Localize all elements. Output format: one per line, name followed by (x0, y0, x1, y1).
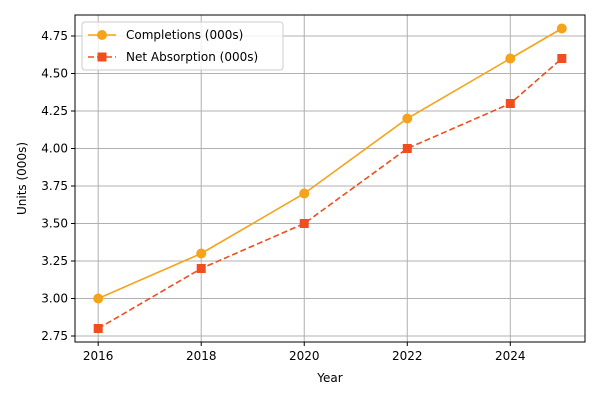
legend-marker (97, 52, 107, 62)
y-tick-label: 4.25 (41, 104, 68, 118)
legend-box (81, 21, 284, 71)
x-tick-label: 2016 (83, 349, 114, 363)
y-tick-label: 2.75 (41, 329, 68, 343)
data-point (505, 99, 515, 108)
legend-marker (97, 30, 107, 40)
grid (75, 15, 585, 342)
data-point (557, 54, 567, 63)
series-1 (93, 23, 567, 304)
data-point (196, 248, 207, 259)
legend-label: Net Absorption (000s) (126, 50, 258, 64)
x-tick-label: 2018 (186, 349, 217, 363)
data-point (196, 264, 206, 273)
data-point (505, 53, 516, 64)
y-tick-label: 4.00 (41, 142, 68, 156)
data-point (299, 188, 310, 199)
series-line (97, 27, 563, 300)
data-point (402, 144, 412, 153)
x-tick-label: 2024 (495, 349, 526, 363)
x-axis: 2016 2018 2020 2022 2024 (83, 342, 526, 363)
data-point (402, 113, 413, 124)
data-point (93, 293, 104, 304)
x-tick-label: 2022 (392, 349, 423, 363)
legend-entry: Completions (000s) (88, 28, 243, 42)
series-layer (93, 23, 567, 333)
x-tick-label: 2020 (289, 349, 320, 363)
x-axis-label: Year (316, 371, 342, 385)
data-point (556, 23, 567, 34)
y-tick-label: 3.00 (41, 292, 68, 306)
legend-entry: Net Absorption (000s) (88, 50, 258, 64)
y-tick-label: 3.75 (41, 179, 68, 193)
y-axis: 2.75 3.00 3.25 3.50 3.75 4.00 4.25 4.50 4.75 (41, 29, 75, 343)
data-point (299, 219, 309, 228)
plot-frame (74, 14, 586, 343)
y-tick-label: 3.50 (41, 217, 68, 231)
y-tick-label: 4.75 (41, 29, 68, 43)
data-point (93, 324, 103, 333)
series-line (97, 57, 563, 330)
series-2 (93, 54, 567, 333)
y-tick-label: 3.25 (41, 254, 68, 268)
y-tick-label: 4.50 (41, 67, 68, 81)
legend-label: Completions (000s) (126, 28, 243, 42)
y-axis-label: Units (000s) (15, 142, 29, 215)
legend: Completions (000s) Net Absorption (000s) (81, 21, 284, 71)
